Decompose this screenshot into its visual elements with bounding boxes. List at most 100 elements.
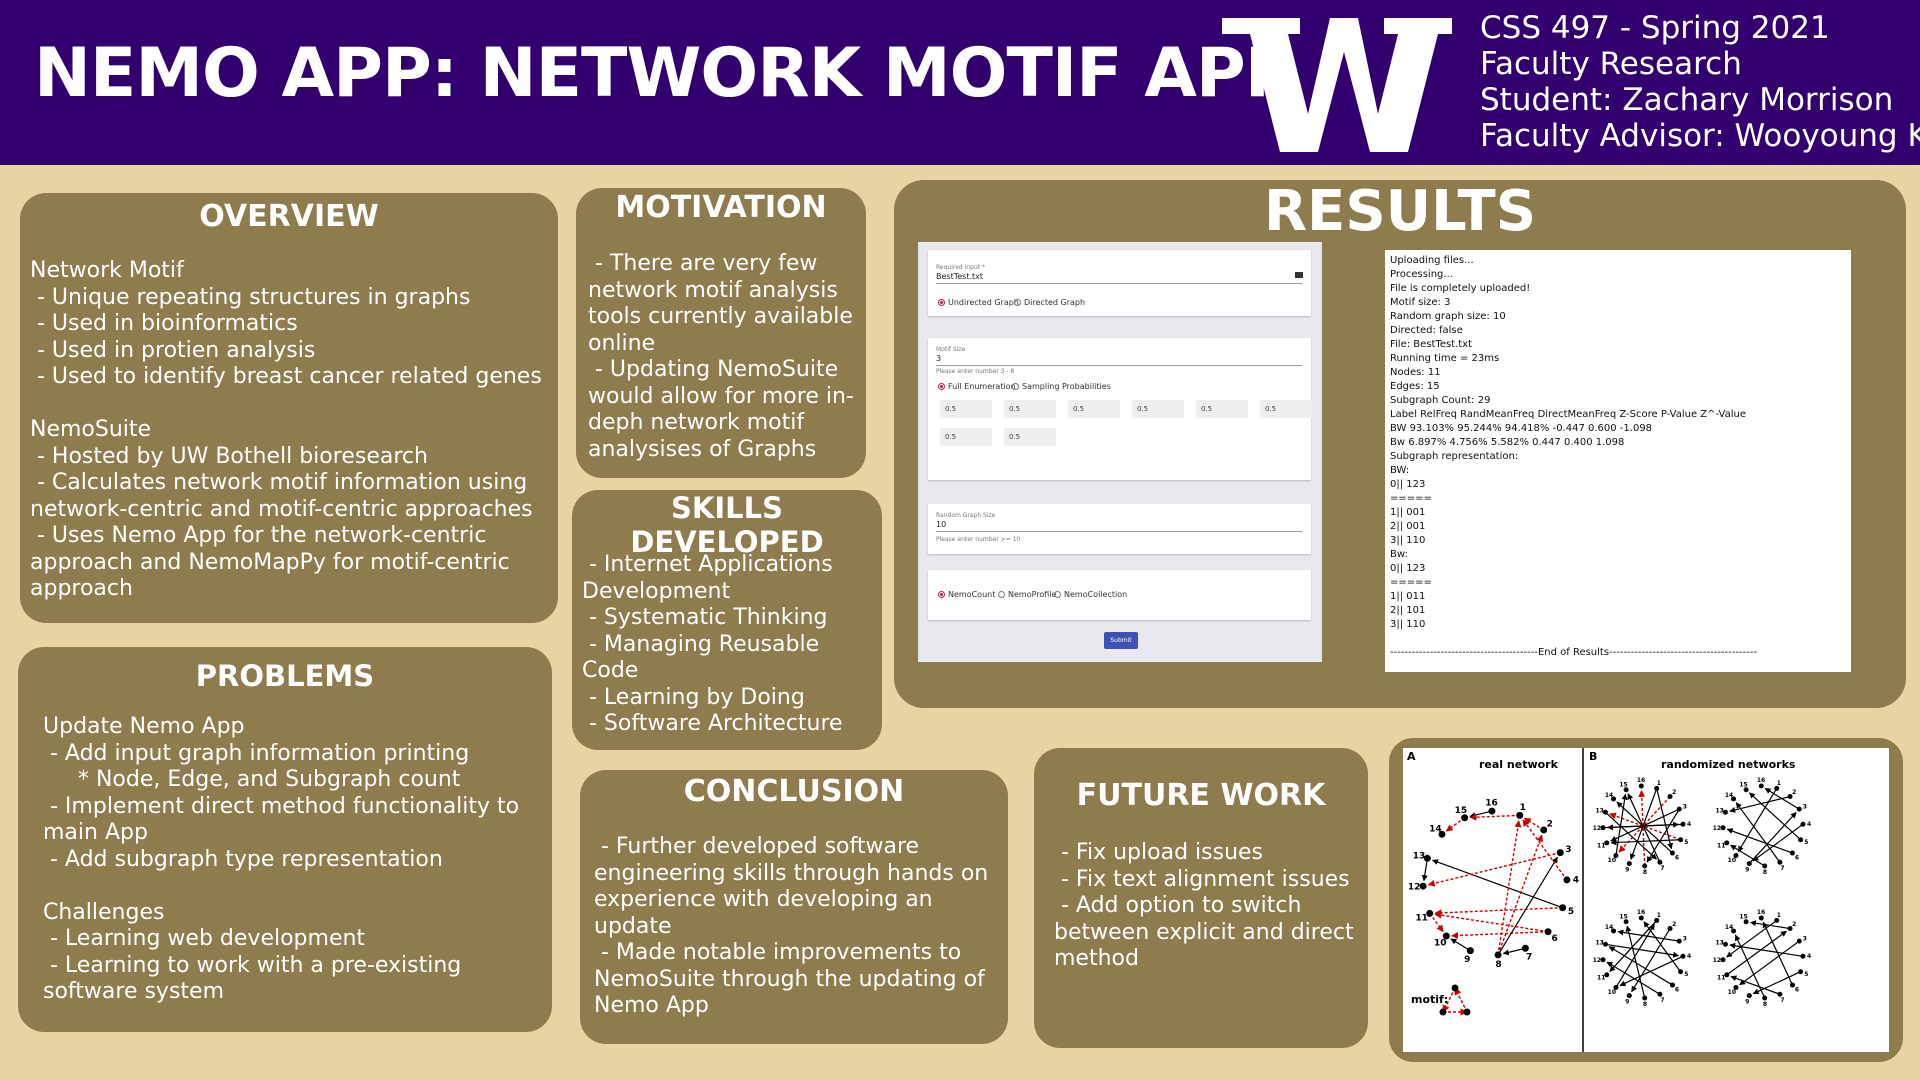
- random-graph-size-label: Random Graph Size: [936, 512, 996, 519]
- probability-input[interactable]: 0.5: [1260, 400, 1312, 418]
- random-network-1-node: [1626, 861, 1632, 867]
- probability-input[interactable]: 0.5: [940, 428, 992, 446]
- folder-icon[interactable]: [1295, 272, 1303, 278]
- random-graph-size-card: Random Graph Size 10 Please enter number…: [928, 504, 1311, 554]
- real-network-edge: [1434, 911, 1549, 933]
- random-network-3-node-label: 13: [1596, 939, 1604, 946]
- output-line: =====: [1390, 577, 1432, 588]
- course-info: CSS 497 - Spring 2021 Faculty Research S…: [1480, 10, 1920, 154]
- real-network-node-label: 8: [1495, 960, 1501, 970]
- submit-button[interactable]: Submit: [1104, 632, 1138, 649]
- network-graphs-svg: 1234567891011121314151612345678910111213…: [1408, 748, 1811, 1052]
- nemocount-radio[interactable]: NemoCount: [938, 590, 995, 599]
- motif-label: motif:: [1411, 993, 1449, 1006]
- random-network-2-node-label: 13: [1716, 807, 1724, 814]
- motif-size-input[interactable]: 3: [936, 354, 942, 363]
- file-input-value[interactable]: BestTest.txt: [936, 272, 984, 281]
- probability-input[interactable]: 0.5: [1068, 400, 1120, 418]
- random-network-3-node: [1678, 969, 1684, 975]
- network-figure-panel: 1 2 3 4 5 6 7 8 9 10 11 12 13 14 15 16 1 2 3 4 5 6 7 8 9 10 11 12 13…: [1389, 738, 1903, 1062]
- required-input-label: Required input *: [936, 264, 985, 271]
- random-network-1-node: [1613, 852, 1619, 858]
- random-network-2-node-label: 15: [1739, 781, 1747, 788]
- probability-input[interactable]: 0.5: [1004, 428, 1056, 446]
- full-enumeration-radio[interactable]: Full Enumeration: [938, 382, 1016, 391]
- real-network-edge: [1431, 859, 1563, 909]
- results-panel: RESULTS Required input * BestTest.txt Un…: [894, 180, 1906, 708]
- poster-title: NEMO APP: NETWORK MOTIF APP: [34, 34, 1295, 113]
- real-network-node: [1563, 876, 1571, 884]
- random-network-4-node-label: 13: [1716, 939, 1724, 946]
- real-network-node-label: 15: [1455, 806, 1468, 816]
- random-network-2-node-label: 5: [1804, 839, 1808, 846]
- random-network-1-node: [1667, 794, 1673, 800]
- sampling-probabilities-radio[interactable]: Sampling Probabilities: [1012, 382, 1111, 391]
- random-graph-size-input[interactable]: 10: [936, 520, 947, 529]
- real-network-edge: [1421, 858, 1428, 882]
- random-network-3-node-label: 4: [1687, 953, 1691, 960]
- random-network-1-node: [1604, 840, 1610, 846]
- nemocollection-radio[interactable]: NemoCollection: [1054, 590, 1127, 599]
- probability-input[interactable]: 0.5: [1004, 400, 1056, 418]
- random-network-4-node-label: 4: [1807, 953, 1811, 960]
- conclusion-panel: CONCLUSION - Further developed software …: [580, 770, 1008, 1044]
- random-network-3-node: [1642, 995, 1648, 1001]
- motif-size-label: Motif Size: [936, 346, 966, 353]
- random-network-2-node-label: 2: [1792, 789, 1796, 796]
- random-network-2-node: [1731, 796, 1737, 802]
- random-network-1-edge: [1603, 821, 1680, 829]
- problems-heading: PROBLEMS: [195, 659, 375, 693]
- random-network-3-node-label: 16: [1637, 909, 1645, 916]
- nemoprofile-radio[interactable]: NemoProfile: [998, 590, 1056, 599]
- results-heading: RESULTS: [1263, 180, 1537, 244]
- random-network-3-edge: [1617, 929, 1680, 942]
- future-work-body: - Fix upload issues - Fix text alignment…: [1054, 840, 1354, 971]
- random-network-1-node-label: 4: [1687, 821, 1691, 828]
- random-network-4-node-label: 12: [1713, 957, 1721, 964]
- random-network-4-node: [1789, 982, 1795, 988]
- random-network-4-edge: [1726, 930, 1787, 976]
- random-network-2-node-label: 7: [1780, 865, 1784, 872]
- real-network-node: [1426, 909, 1434, 917]
- random-network-3-edge: [1625, 925, 1646, 999]
- random-network-4-node: [1720, 957, 1726, 963]
- undirected-graph-radio[interactable]: Undirected Graph: [938, 298, 1019, 307]
- random-network-1-node-label: 13: [1596, 807, 1604, 814]
- real-network-edge: [1497, 834, 1543, 956]
- random-network-4-edge: [1762, 921, 1794, 986]
- random-network-3-node: [1611, 928, 1617, 934]
- random-network-3-node-label: 5: [1684, 971, 1688, 978]
- random-network-2-edge: [1735, 802, 1781, 863]
- real-network-edge: [1523, 817, 1545, 831]
- random-network-2-node: [1722, 809, 1728, 815]
- probability-input[interactable]: 0.5: [940, 400, 992, 418]
- random-network-4-node: [1724, 972, 1730, 978]
- output-line: Uploading files...: [1390, 255, 1474, 266]
- random-network-3-node-label: 6: [1675, 986, 1679, 993]
- random-network-3-node: [1667, 926, 1673, 932]
- random-network-1-node-label: 8: [1643, 869, 1647, 876]
- random-network-2-node-label: 10: [1728, 857, 1736, 864]
- random-network-3-node: [1657, 991, 1663, 997]
- random-network-3-edge: [1631, 928, 1671, 993]
- random-network-3-node-label: 14: [1605, 924, 1613, 931]
- random-network-1-node-label: 2: [1672, 789, 1676, 796]
- output-line: File: BestTest.txt: [1390, 339, 1473, 350]
- probability-input[interactable]: 0.5: [1132, 400, 1184, 418]
- panel-b-title: randomized networks: [1661, 758, 1796, 771]
- random-network-2-edge: [1752, 823, 1804, 862]
- random-network-4-node: [1746, 993, 1752, 999]
- real-network-node: [1494, 951, 1502, 959]
- output-line: Directed: false: [1390, 325, 1463, 336]
- random-network-4-node: [1774, 917, 1780, 923]
- motif-edge: [1442, 987, 1456, 1013]
- random-network-2-node: [1796, 806, 1802, 812]
- random-network-3-edge: [1605, 943, 1680, 958]
- directed-graph-radio[interactable]: Directed Graph: [1014, 298, 1085, 307]
- random-network-2-node: [1789, 850, 1795, 856]
- probability-input[interactable]: 0.5: [1196, 400, 1248, 418]
- random-network-3-node-label: 9: [1625, 998, 1629, 1005]
- problems-panel: PROBLEMS Update Nemo App - Add input gra…: [18, 647, 552, 1032]
- random-network-4-edge: [1730, 975, 1781, 995]
- real-network-edge: [1497, 856, 1558, 956]
